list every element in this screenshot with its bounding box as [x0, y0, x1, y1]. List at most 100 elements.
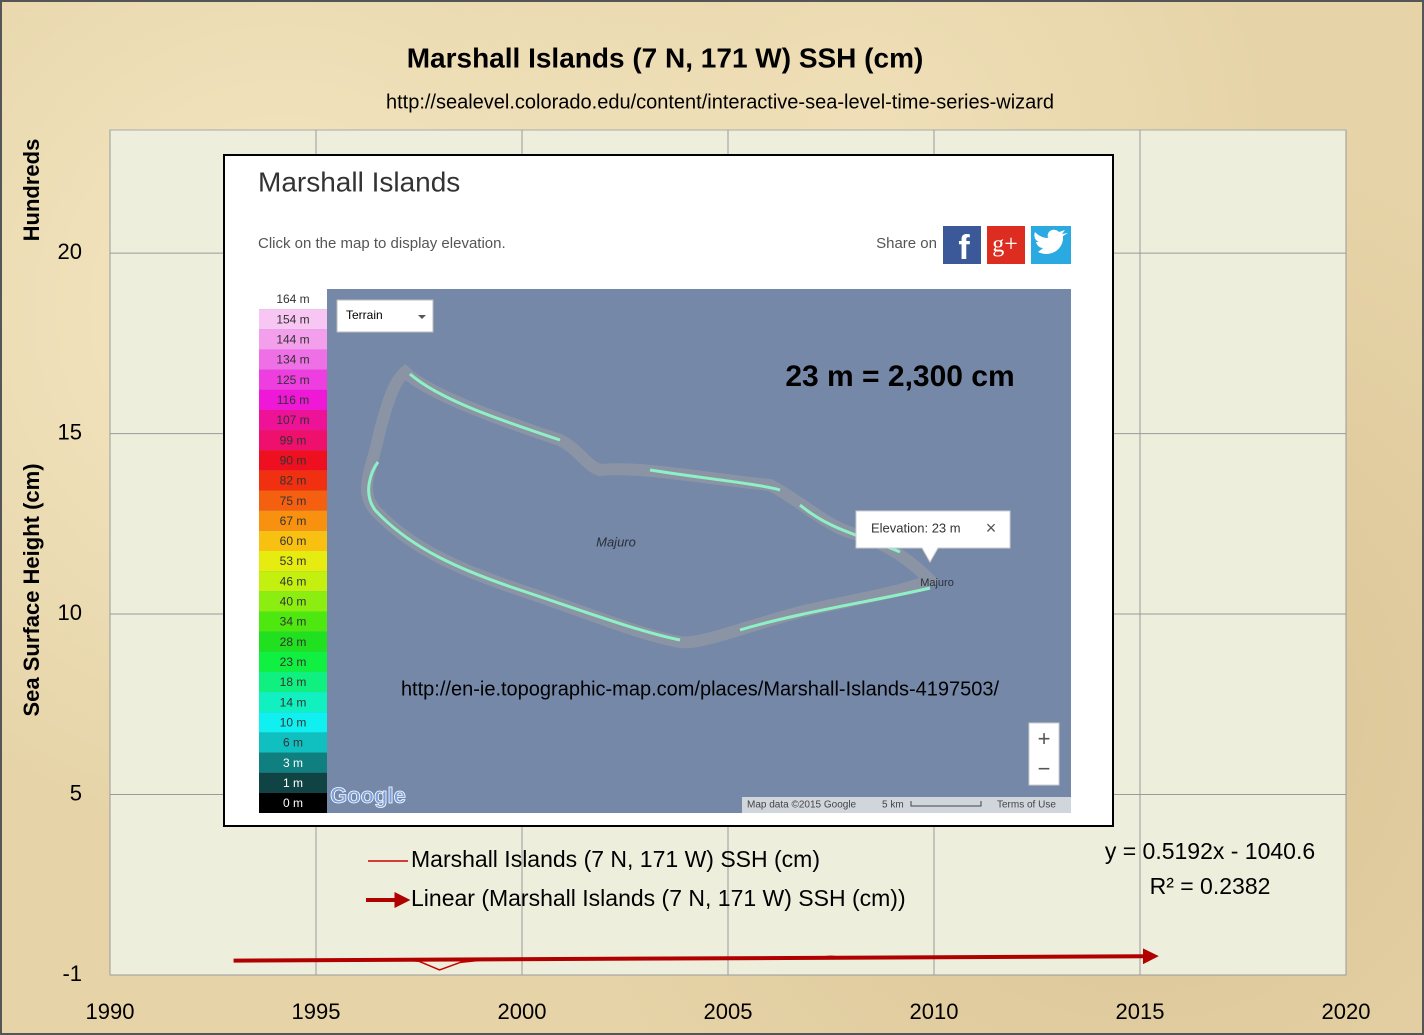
popup-close[interactable]: × [986, 518, 997, 538]
scale-swatch [259, 732, 327, 753]
scale-swatch [259, 450, 327, 471]
x-tick-label: 2015 [1116, 999, 1165, 1024]
y-units-label: Hundreds [19, 139, 44, 242]
scale-label: 0 m [283, 796, 303, 810]
scale-swatch [259, 671, 327, 693]
scale-label: 125 m [276, 373, 309, 387]
inset: Marshall Islands Click on the map to dis… [223, 154, 1114, 827]
zoom-in[interactable]: + [1038, 726, 1051, 751]
x-tick-label: 2010 [910, 999, 959, 1024]
gplus-icon: g+ [992, 232, 1018, 258]
scale-swatch [259, 309, 327, 330]
scale-label: 90 m [280, 453, 307, 467]
terrain-label: Terrain [346, 308, 383, 322]
scale-label: 40 m [280, 595, 307, 609]
attribution-bar [742, 797, 1071, 813]
scale-swatch [259, 369, 327, 390]
scale-label: 14 m [280, 695, 307, 709]
y-tick-label: 10 [58, 600, 82, 625]
chart-title: Marshall Islands (7 N, 171 W) SSH (cm) [407, 42, 924, 73]
zoom-control [1028, 722, 1060, 786]
scale-swatch [259, 651, 327, 672]
scale-label: 46 m [280, 574, 307, 588]
scale-label: 60 m [280, 534, 307, 548]
scale-swatch [259, 591, 327, 612]
source-url: http://en-ie.topographic-map.com/places/… [401, 678, 1000, 700]
scale-swatch [259, 490, 327, 511]
place-label: Majuro [920, 577, 954, 589]
legend-label: Marshall Islands (7 N, 171 W) SSH (cm) [411, 846, 820, 872]
elevation-popup [855, 510, 1011, 564]
twitter-icon [1034, 229, 1068, 255]
scale-swatch [259, 470, 327, 491]
terrain-dropdown[interactable] [336, 299, 434, 333]
scale-swatch [259, 571, 327, 592]
x-tick-label: 2000 [498, 999, 547, 1024]
marks [233, 948, 1159, 971]
place-label: Majuro [596, 534, 636, 549]
trend-equation: y = 0.5192x - 1040.6 [1105, 838, 1315, 864]
y-axis-label: Sea Surface Height (cm) [19, 463, 44, 716]
scale-label: 116 m [277, 393, 309, 407]
inset-title: Marshall Islands [258, 166, 460, 197]
popup-text: Elevation: 23 m [871, 520, 961, 535]
scale-label: 28 m [280, 635, 307, 649]
elevation-scale: 164 m 154 m 144 m 134 m 125 m 116 m 107 m 99 m 9… [259, 289, 327, 813]
scale-label: 3 m [283, 756, 303, 770]
scale-swatch [259, 551, 327, 572]
scale-swatch [259, 631, 327, 652]
trend-r-squared: R² = 0.2382 [1150, 873, 1271, 899]
y-tick-label: 5 [70, 780, 82, 805]
facebook-button[interactable] [943, 226, 981, 264]
facebook-icon: f [958, 229, 970, 267]
scale-label: 82 m [280, 474, 307, 488]
scale-label: 134 m [276, 353, 309, 367]
scale-label: 18 m [280, 675, 307, 689]
scale-swatch [259, 430, 327, 451]
x-tick-label: 2005 [704, 999, 753, 1024]
terms-link[interactable]: Terms of Use [997, 800, 1056, 811]
x-tick-label: 2020 [1322, 999, 1371, 1024]
scale-label: 34 m [280, 615, 307, 629]
scale-swatch [259, 611, 327, 632]
scale-swatch [259, 692, 327, 713]
scale-label: 75 m [280, 494, 307, 508]
zoom-out[interactable]: − [1038, 756, 1051, 781]
gplus-button[interactable] [987, 226, 1025, 264]
scale-label: 67 m [280, 514, 307, 528]
scale-swatch [259, 792, 327, 813]
scale-swatch [259, 289, 327, 310]
dropdown-arrow [418, 315, 426, 319]
scale-swatch [259, 329, 327, 350]
x-tick-label: 1990 [86, 999, 135, 1024]
scale-label: 6 m [283, 736, 303, 750]
scale-label: 5 km [882, 800, 904, 811]
scale-swatch [259, 510, 327, 531]
callout: 23 m = 2,300 cm [785, 360, 1014, 393]
y-tick-label: -1 [62, 961, 82, 986]
attribution: Map data ©2015 Google [747, 800, 857, 811]
google-logo: Google [330, 783, 406, 808]
scale-label: 1 m [283, 776, 303, 790]
y-tick-label: 20 [58, 239, 82, 264]
scale-swatch [259, 712, 327, 733]
scale-swatch [259, 772, 327, 793]
x-tick-label: 1995 [292, 999, 341, 1024]
scale-bar [910, 801, 982, 807]
trend-line [233, 948, 1159, 965]
scale-swatch [259, 752, 327, 773]
scale-label: 23 m [280, 655, 307, 669]
scale-label: 99 m [280, 433, 307, 447]
inset-instruction: Click on the map to display elevation. [258, 235, 506, 252]
scale-label: 10 m [280, 715, 307, 729]
chart-subtitle: http://sealevel.colorado.edu/content/int… [386, 91, 1054, 113]
share-label: Share on [876, 235, 937, 252]
scale-label: 144 m [276, 333, 309, 347]
scale-swatch [259, 349, 327, 370]
scale-label: 154 m [276, 312, 309, 326]
scale-swatch [259, 409, 327, 431]
scale-swatch [259, 389, 327, 410]
scale-label: 107 m [276, 413, 309, 427]
